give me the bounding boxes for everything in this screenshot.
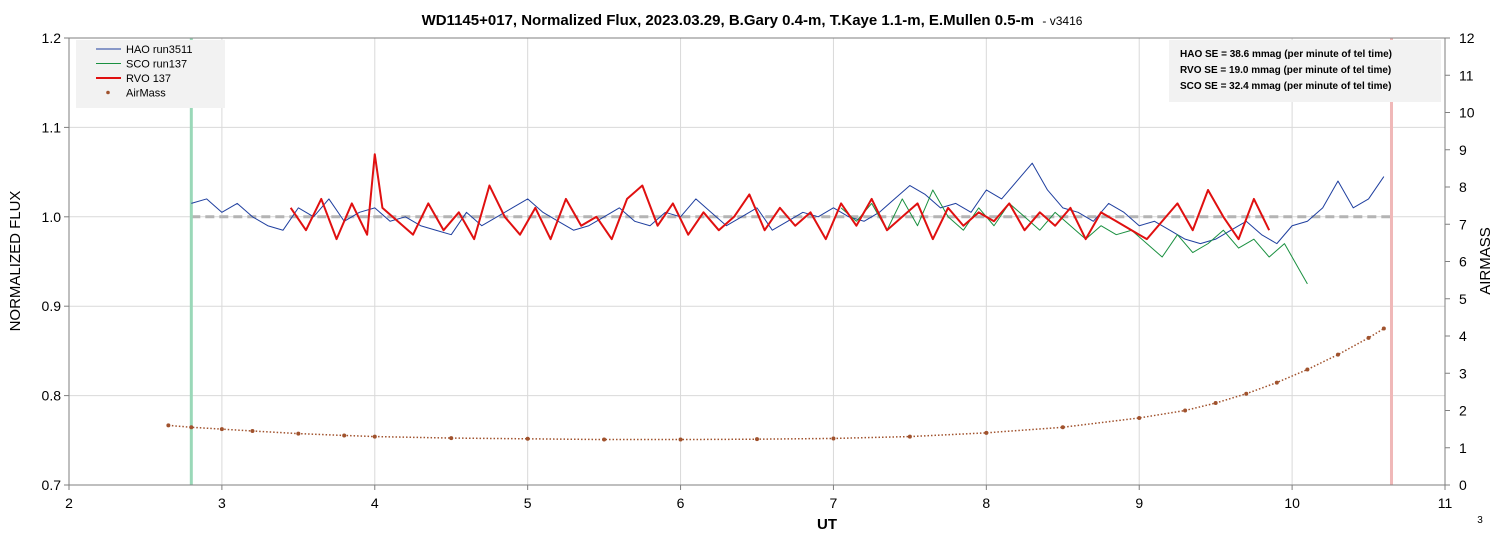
x-tick-label: 11 [1438, 495, 1453, 511]
airmass-point [602, 437, 607, 442]
series-layer [166, 153, 1386, 442]
x-tick-label: 9 [1135, 495, 1143, 511]
stats-line-0: HAO SE = 38.6 mmag (per minute of tel ti… [1180, 49, 1392, 60]
chart-version: v3416 [1050, 14, 1083, 28]
y2-axis-title: AIRMASS [1477, 227, 1494, 295]
legend-label-0: HAO run3511 [126, 44, 192, 56]
page-number: 3 [1477, 515, 1483, 526]
x-tick-label: 5 [524, 495, 532, 511]
x-tick-label: 7 [830, 495, 838, 511]
y2-tick-label: 8 [1459, 179, 1467, 195]
airmass-point [984, 430, 989, 435]
y2-tick-label: 1 [1459, 440, 1467, 456]
stats-line-1: RVO SE = 19.0 mmag (per minute of tel ti… [1180, 65, 1391, 76]
y2-tick-label: 6 [1459, 254, 1467, 270]
chart-title-suffix: - [1042, 14, 1049, 28]
y-tick-label: 1.0 [42, 209, 62, 225]
y-tick-label: 0.9 [42, 298, 62, 314]
y2-tick-label: 11 [1459, 67, 1474, 83]
vertical-markers [189, 38, 1393, 485]
y2-tick-label: 2 [1459, 403, 1467, 419]
series-2 [289, 153, 1271, 241]
airmass-point [1060, 425, 1065, 430]
y-tick-label: 0.7 [42, 477, 62, 493]
x-tick-label: 4 [371, 495, 379, 511]
y2-tick-label: 12 [1459, 30, 1475, 46]
x-tick-label: 10 [1284, 495, 1300, 511]
y-tick-label: 1.1 [42, 119, 62, 135]
series-line [840, 189, 1308, 285]
y-axis-title: NORMALIZED FLUX [7, 191, 24, 332]
legend-box [76, 40, 225, 108]
airmass-point [525, 436, 530, 441]
series-1 [840, 189, 1308, 285]
airmass-point [449, 436, 454, 441]
chart-title: WD1145+017, Normalized Flux, 2023.03.29,… [422, 12, 1083, 29]
y2-tick-label: 3 [1459, 365, 1467, 381]
x-tick-label: 2 [65, 495, 73, 511]
stats-background [1169, 40, 1441, 102]
y2-tick-label: 4 [1459, 328, 1467, 344]
airmass-point [189, 425, 194, 430]
airmass-point [678, 437, 683, 442]
legend: HAO run3511 SCO run137 RVO 137 AirMass [76, 40, 225, 108]
series-line [191, 162, 1385, 245]
y2-tick-label: 9 [1459, 142, 1467, 158]
y-tick-label: 0.8 [42, 388, 62, 404]
legend-label-3: AirMass [126, 88, 166, 100]
legend-marker-3 [106, 90, 110, 95]
x-tick-label: 3 [218, 495, 226, 511]
series-line [289, 153, 1271, 241]
stats-line-2: SCO SE = 32.4 mmag (per minute of tel ti… [1180, 81, 1391, 92]
y-tick-labels: 0.7 0.8 0.9 1.0 1.1 1.2 [42, 30, 69, 493]
y2-tick-label: 10 [1459, 105, 1475, 121]
y2-tick-label: 0 [1459, 477, 1467, 493]
x-tick-label: 6 [677, 495, 685, 511]
series-3 [166, 326, 1386, 442]
airmass-point [1137, 415, 1142, 420]
airmass-curve [168, 327, 1385, 441]
x-axis-title: UT [817, 516, 837, 533]
x-tick-label: 8 [982, 495, 990, 511]
stats-box: HAO SE = 38.6 mmag (per minute of tel ti… [1169, 40, 1441, 102]
legend-label-2: RVO 137 [126, 73, 171, 85]
y2-tick-label: 7 [1459, 216, 1467, 232]
x-tick-labels: 2 3 4 5 6 7 8 9 10 11 [65, 485, 1452, 511]
airmass-point [907, 434, 912, 439]
series-0 [191, 162, 1385, 245]
chart-title-main: WD1145+017, Normalized Flux, 2023.03.29,… [422, 12, 1034, 29]
legend-label-1: SCO run137 [126, 59, 187, 71]
y2-tick-label: 5 [1459, 291, 1467, 307]
y-tick-label: 1.2 [42, 30, 62, 46]
